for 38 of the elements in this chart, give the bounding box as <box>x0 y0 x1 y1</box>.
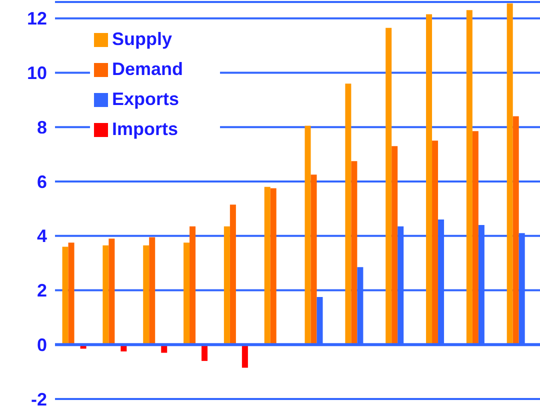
bar <box>68 242 74 345</box>
y-tick-label: 12 <box>26 8 47 29</box>
bar <box>432 140 438 345</box>
y-tick-label: 6 <box>36 172 47 192</box>
bar <box>426 14 432 345</box>
y-tick-label: 8 <box>36 117 47 138</box>
bar <box>102 245 109 345</box>
bar <box>143 245 150 345</box>
legend-label: Supply <box>112 29 172 49</box>
y-tick-label: 2 <box>36 280 47 301</box>
bar <box>270 188 276 345</box>
bar <box>466 10 472 345</box>
y-tick-label: 0 <box>36 335 47 356</box>
legend-label: Imports <box>112 119 178 139</box>
bar <box>345 84 352 345</box>
bar <box>304 126 311 345</box>
bar <box>472 131 478 345</box>
y-tick-label: -2 <box>30 389 47 409</box>
bar <box>242 344 248 368</box>
bar <box>202 344 208 361</box>
bar <box>224 226 230 345</box>
y-tick-label: 4 <box>36 226 47 246</box>
legend-label: Demand <box>112 59 184 79</box>
y-tick-label: 10 <box>26 63 47 84</box>
bar <box>392 146 398 345</box>
bar <box>506 3 513 345</box>
bar <box>184 242 190 345</box>
bar <box>512 116 519 345</box>
legend-label: Exports <box>112 89 180 109</box>
bar <box>310 174 317 345</box>
bar <box>264 186 270 345</box>
bar <box>108 238 115 345</box>
bar <box>190 226 196 345</box>
bar <box>149 237 156 345</box>
bar <box>386 28 392 345</box>
bar <box>62 246 68 345</box>
bar <box>351 161 358 345</box>
bar <box>230 204 236 345</box>
